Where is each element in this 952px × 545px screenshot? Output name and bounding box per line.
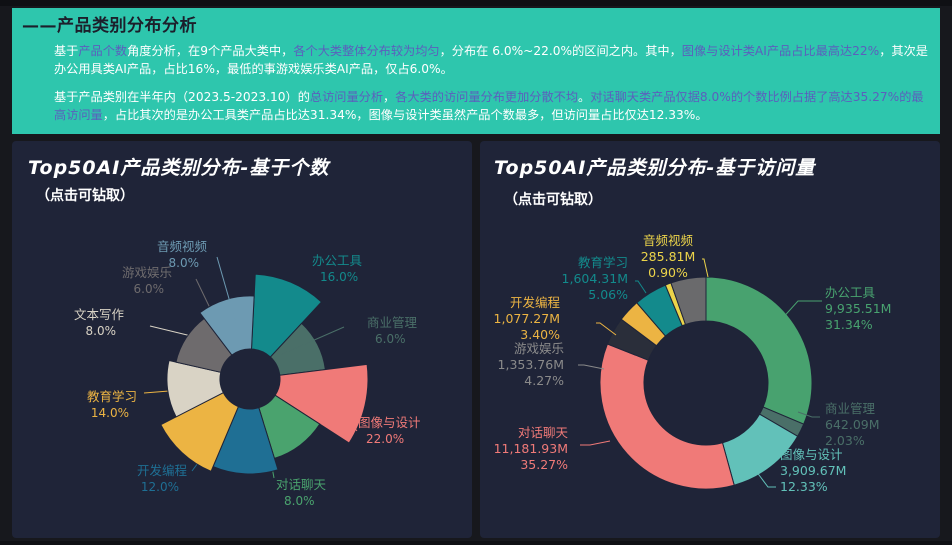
summary-box: ——产品类别分布分析 基于产品个数角度分析，在9个产品大类中，各个大类整体分布较… bbox=[12, 8, 940, 134]
donut-label-name: 音频视频 bbox=[643, 233, 694, 248]
rose-leader-line bbox=[279, 326, 345, 356]
rose-label-name: 游戏娱乐 bbox=[122, 265, 172, 280]
donut-label-name: 教育学习 bbox=[578, 255, 628, 270]
donut-label-percent: 2.03% bbox=[825, 433, 865, 448]
bottom-strip bbox=[0, 541, 952, 545]
donut-label-name: 办公工具 bbox=[825, 285, 876, 300]
rose-label-value: 22.0% bbox=[366, 432, 404, 446]
donut-leader-line bbox=[578, 364, 605, 370]
donut-leader-line bbox=[635, 280, 647, 294]
donut-label-amount: 1,077.27M bbox=[494, 311, 560, 326]
chart-panel-count: Top50AI产品类别分布-基于个数 （点击可钻取） 办公工具 16.0% 商业管理… bbox=[12, 141, 472, 538]
donut-label-amount: 9,935.51M bbox=[825, 301, 891, 316]
donut-leader-line bbox=[596, 322, 617, 336]
donut-leader-line bbox=[702, 258, 709, 278]
chart-panel-visits: Top50AI产品类别分布-基于访问量 （点击可钻取） 办公工具 9,935.51… bbox=[480, 141, 940, 538]
donut-label-amount: 285.81M bbox=[641, 249, 696, 264]
rose-leader-line bbox=[216, 256, 237, 324]
donut-label-percent: 35.27% bbox=[520, 457, 568, 472]
donut-label-name: 对话聊天 bbox=[518, 425, 569, 440]
rose-label-name: 图像与设计 bbox=[358, 415, 421, 430]
donut-label-amount: 1,604.31M bbox=[562, 271, 628, 286]
donut-label-percent: 3.40% bbox=[520, 327, 560, 342]
rose-label-value: 16.0% bbox=[320, 270, 358, 284]
summary-paragraph-1: 基于产品个数角度分析，在9个产品大类中，各个大类整体分布较为均匀，分布在 6.0… bbox=[54, 44, 928, 76]
donut-label-percent: 0.90% bbox=[648, 265, 688, 280]
donut-leader-line bbox=[580, 440, 611, 446]
chart-title-visits: Top50AI产品类别分布-基于访问量 bbox=[494, 157, 816, 179]
donut-leader-line bbox=[779, 300, 822, 322]
rose-label-name: 音频视频 bbox=[157, 239, 208, 254]
donut-label-percent: 31.34% bbox=[825, 317, 873, 332]
rose-label-name: 文本写作 bbox=[74, 307, 125, 322]
rose-slice-5[interactable] bbox=[160, 392, 239, 472]
summary-paragraph-2: 基于产品类别在半年内（2023.5-2023.10）的总访问量分析，各大类的访问… bbox=[54, 90, 924, 122]
rose-label-value: 14.0% bbox=[91, 406, 129, 420]
donut-label-percent: 12.33% bbox=[780, 479, 828, 494]
rose-label-value: 8.0% bbox=[284, 494, 315, 508]
donut-label-amount: 1,353.76M bbox=[498, 357, 564, 372]
drilldown-hint-visits[interactable]: （点击可钻取） bbox=[504, 192, 602, 208]
top-border bbox=[0, 0, 952, 6]
chart-title-count: Top50AI产品类别分布-基于个数 bbox=[28, 157, 330, 179]
rose-label-name: 商业管理 bbox=[367, 315, 418, 330]
rose-slice-2[interactable] bbox=[274, 363, 369, 444]
rose-label-name: 教育学习 bbox=[87, 389, 137, 404]
summary-title: ——产品类别分布分析 bbox=[22, 16, 197, 36]
rose-chart[interactable]: 办公工具 16.0% 商业管理 6.0% 图像与设计 22.0% 对话聊天 8.0% 开发编程 1… bbox=[12, 141, 472, 538]
rose-label-value: 8.0% bbox=[169, 256, 200, 270]
rose-label-name: 开发编程 bbox=[137, 463, 188, 478]
rose-slice-6[interactable] bbox=[166, 359, 224, 418]
rose-leader-line bbox=[336, 405, 358, 432]
rose-label-value: 8.0% bbox=[86, 324, 117, 338]
donut-label-percent: 5.06% bbox=[588, 287, 628, 302]
donut-leader-line bbox=[755, 470, 776, 488]
drilldown-hint-count[interactable]: （点击可钻取） bbox=[36, 188, 134, 204]
donut-leader-line bbox=[797, 411, 820, 418]
donut-label-amount: 3,909.67M bbox=[780, 463, 846, 478]
rose-label-value: 6.0% bbox=[134, 282, 165, 296]
rose-label-name: 对话聊天 bbox=[276, 477, 327, 492]
donut-label-name: 游戏娱乐 bbox=[514, 341, 564, 356]
donut-slice-8[interactable] bbox=[670, 276, 707, 326]
donut-slice-0[interactable] bbox=[705, 276, 813, 425]
rose-slice-0[interactable] bbox=[250, 273, 323, 358]
donut-label-name: 图像与设计 bbox=[780, 447, 843, 462]
donut-label-amount: 642.09M bbox=[825, 417, 880, 432]
rose-label-value: 12.0% bbox=[141, 480, 179, 494]
donut-label-amount: 11,181.93M bbox=[494, 441, 568, 456]
donut-label-name: 商业管理 bbox=[825, 401, 876, 416]
rose-label-name: 办公工具 bbox=[312, 253, 363, 268]
donut-slice-3[interactable] bbox=[599, 343, 735, 490]
donut-label-name: 开发编程 bbox=[510, 295, 561, 310]
donut-label-percent: 4.27% bbox=[524, 373, 564, 388]
rose-slice-8[interactable] bbox=[199, 295, 255, 356]
rose-label-value: 6.0% bbox=[375, 332, 406, 346]
